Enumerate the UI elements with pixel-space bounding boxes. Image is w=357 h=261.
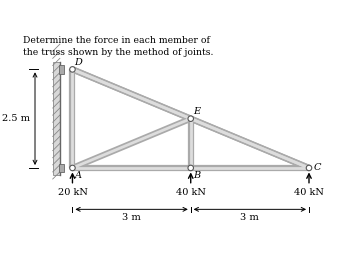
Text: B: B bbox=[193, 171, 201, 180]
Text: Determine the force in each member of
the truss shown by the method of joints.: Determine the force in each member of th… bbox=[23, 36, 214, 57]
Circle shape bbox=[70, 165, 75, 171]
Text: D: D bbox=[74, 58, 82, 67]
Text: 20 kN: 20 kN bbox=[57, 188, 87, 198]
Bar bbox=[59, 65, 64, 74]
Text: E: E bbox=[193, 107, 201, 116]
Text: 3 m: 3 m bbox=[122, 213, 141, 222]
Circle shape bbox=[188, 165, 193, 171]
Circle shape bbox=[306, 165, 312, 171]
Text: 2.5 m: 2.5 m bbox=[2, 114, 30, 123]
Circle shape bbox=[188, 116, 193, 121]
Bar bbox=[59, 164, 64, 172]
Text: C: C bbox=[314, 163, 321, 173]
Text: A: A bbox=[75, 171, 82, 180]
Text: 40 kN: 40 kN bbox=[176, 188, 206, 198]
Circle shape bbox=[70, 67, 75, 72]
Text: 40 kN: 40 kN bbox=[294, 188, 324, 198]
Text: 3 m: 3 m bbox=[241, 213, 259, 222]
Bar bbox=[53, 62, 60, 175]
